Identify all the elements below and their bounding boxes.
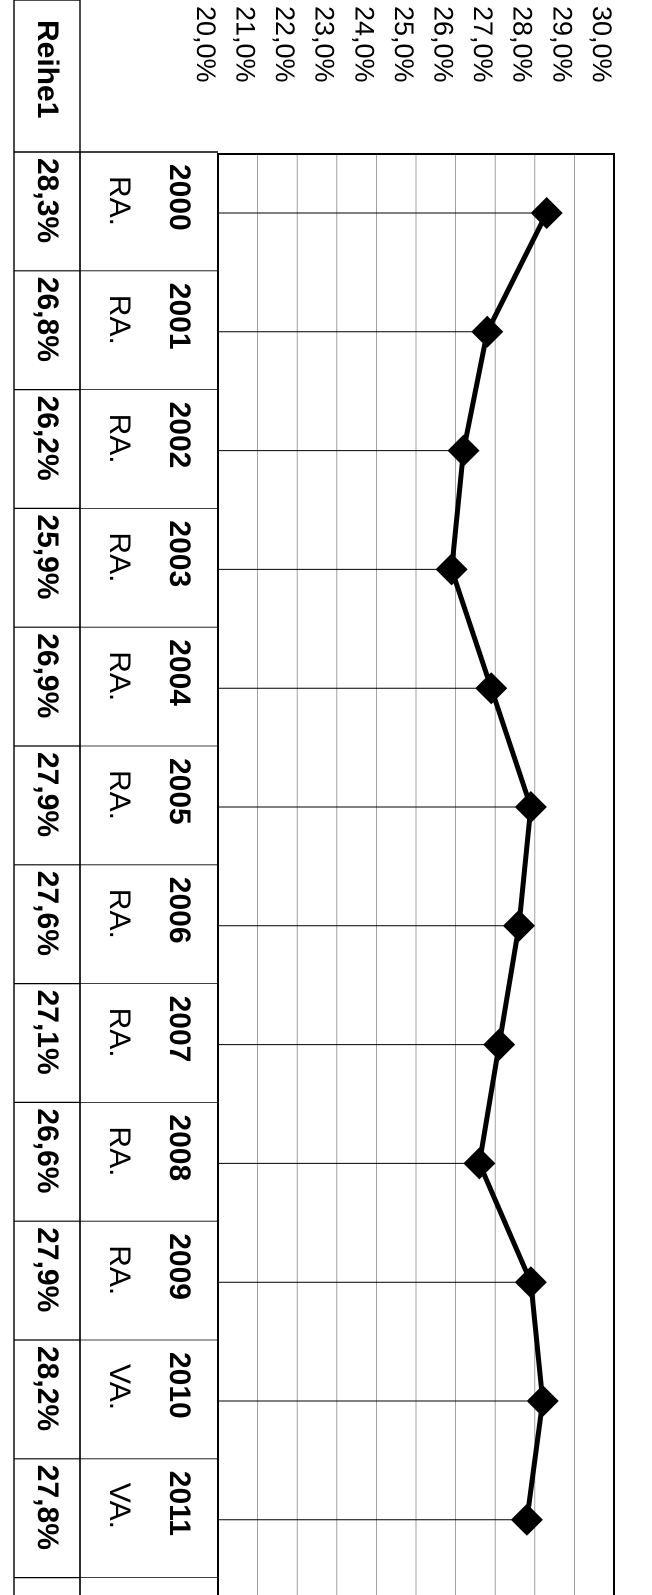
data-value-2000: 28,3% (31, 158, 64, 243)
data-value-2004: 26,9% (31, 633, 64, 718)
category-sublabel-2010: VA. (103, 1364, 136, 1410)
category-label-2007: 2007 (163, 996, 196, 1063)
category-sublabel-2011: VA. (103, 1483, 136, 1529)
category-sublabel-2000: RA. (103, 176, 136, 226)
data-value-2010: 28,2% (31, 1346, 64, 1431)
tick-label-29: 29,0% (547, 6, 577, 83)
data-value-2006: 27,6% (31, 871, 64, 956)
marker-2009 (514, 1266, 547, 1299)
category-label-2000: 2000 (163, 164, 196, 231)
data-value-2009: 27,9% (31, 1227, 64, 1312)
series-markers (435, 197, 563, 1536)
marker-2008 (463, 1147, 496, 1180)
marker-2003 (435, 553, 468, 586)
data-table: Reihe1 2000 RA. 28,3% 2001 RA. 26,8% 2002 RA. 26,… (13, 0, 218, 1595)
category-label-2005: 2005 (163, 758, 196, 825)
marker-2010 (526, 1385, 559, 1417)
marker-2000 (530, 197, 563, 229)
series-name-label: Reihe1 (31, 20, 64, 118)
marker-2007 (483, 1028, 516, 1061)
tick-label-25: 25,0% (389, 6, 419, 83)
category-sublabel-2009: RA. (103, 1245, 136, 1295)
marker-2006 (502, 909, 535, 942)
data-value-2002: 26,2% (31, 396, 64, 481)
tick-label-20: 20,0% (191, 6, 221, 83)
marker-2001 (471, 315, 504, 348)
category-sublabel-2004: RA. (103, 651, 136, 701)
data-value-2003: 25,9% (31, 514, 64, 599)
category-label-2003: 2003 (163, 520, 196, 587)
tick-label-30: 30,0% (587, 6, 617, 83)
tick-label-22: 22,0% (270, 6, 300, 83)
data-value-2008: 26,6% (31, 1108, 64, 1193)
category-sublabel-2002: RA. (103, 414, 136, 464)
tick-label-27: 27,0% (468, 6, 498, 83)
data-value-2001: 26,8% (31, 277, 64, 362)
value-axis-labels: 30,0% 29,0% 28,0% 27,0% 26,0% 25,0% 24,0% 23,0%… (191, 6, 617, 83)
marker-2002 (447, 434, 480, 467)
marker-2004 (475, 672, 508, 705)
series-line-reihe1 (449, 211, 549, 1521)
category-label-2010: 2010 (163, 1352, 196, 1419)
tick-label-23: 23,0% (310, 6, 340, 83)
series-reihe1 (449, 211, 549, 1521)
category-sublabel-2008: RA. (103, 1126, 136, 1176)
category-label-2001: 2001 (163, 283, 196, 350)
tick-label-21: 21,0% (230, 6, 260, 83)
data-value-2005: 27,9% (31, 752, 64, 837)
marker-2011 (510, 1503, 543, 1536)
tick-label-28: 28,0% (508, 6, 538, 83)
data-value-2007: 27,1% (31, 990, 64, 1075)
category-label-2006: 2006 (163, 877, 196, 944)
category-label-2009: 2009 (163, 1233, 196, 1300)
marker-2005 (514, 791, 547, 823)
plot-area-frame (217, 153, 615, 1595)
category-label-2004: 2004 (163, 639, 196, 706)
category-sublabel-2006: RA. (103, 889, 136, 939)
data-value-2011: 27,8% (31, 1465, 64, 1550)
tick-label-24: 24,0% (349, 6, 379, 83)
category-sublabel-2007: RA. (103, 1008, 136, 1058)
category-sublabel-2001: RA. (103, 295, 136, 345)
category-label-2011: 2011 (163, 1471, 196, 1536)
category-sublabel-2003: RA. (103, 532, 136, 582)
category-label-2008: 2008 (163, 1114, 196, 1181)
category-sublabel-2005: RA. (103, 770, 136, 820)
category-label-2002: 2002 (163, 402, 196, 469)
tick-label-26: 26,0% (428, 6, 458, 83)
